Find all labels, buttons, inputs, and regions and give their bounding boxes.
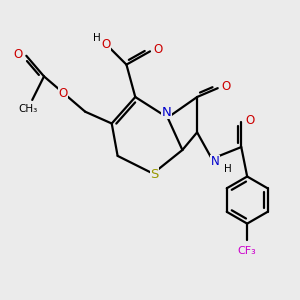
Text: CF₃: CF₃ bbox=[238, 246, 256, 256]
Text: N: N bbox=[161, 106, 171, 119]
Text: O: O bbox=[101, 38, 110, 51]
Text: CH₃: CH₃ bbox=[18, 104, 38, 114]
Text: O: O bbox=[58, 87, 68, 100]
Text: S: S bbox=[150, 168, 159, 181]
Text: O: O bbox=[14, 48, 23, 61]
Text: O: O bbox=[154, 44, 163, 56]
Text: O: O bbox=[245, 114, 254, 127]
Text: N: N bbox=[210, 155, 219, 168]
Text: H: H bbox=[93, 33, 101, 43]
Text: O: O bbox=[221, 80, 231, 93]
Text: H: H bbox=[224, 164, 232, 174]
